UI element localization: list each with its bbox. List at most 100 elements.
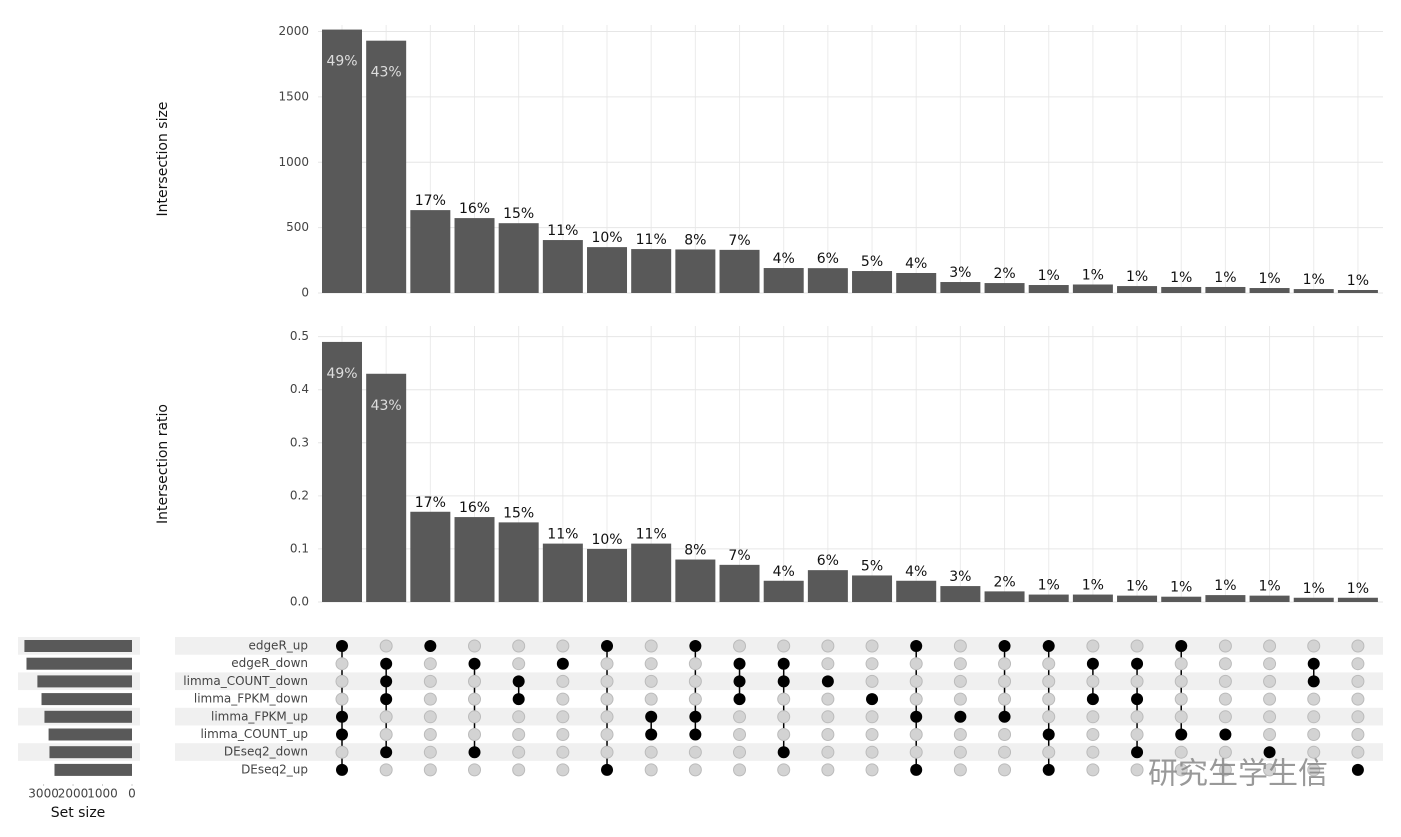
dot — [777, 728, 791, 741]
dot — [910, 710, 923, 723]
value-label: 10% — [591, 532, 622, 548]
dot — [468, 674, 482, 688]
value-label: 6% — [817, 553, 839, 569]
dot — [1174, 763, 1188, 777]
dot — [865, 674, 879, 688]
bar — [631, 543, 672, 602]
dot — [1263, 674, 1277, 688]
set-size-bar — [48, 728, 132, 741]
value-label: 4% — [773, 251, 795, 267]
bar — [675, 249, 716, 293]
set-size-bar — [26, 657, 133, 670]
y-tick-label: 0.5 — [290, 329, 309, 343]
dot — [512, 639, 526, 653]
dot — [380, 675, 393, 688]
dot — [1307, 639, 1321, 653]
dot — [336, 728, 348, 741]
bar — [1117, 595, 1158, 602]
dot — [688, 763, 702, 777]
set-label: limma_FPKM_up — [211, 709, 308, 723]
value-label: 11% — [547, 527, 578, 543]
bar — [984, 283, 1025, 293]
bar — [454, 517, 495, 602]
value-label: 8% — [684, 543, 706, 559]
dot — [1218, 657, 1232, 671]
bar — [852, 271, 893, 293]
dot — [865, 639, 879, 653]
dot — [468, 728, 482, 741]
dot — [865, 710, 879, 724]
dot — [1218, 639, 1232, 653]
dot — [998, 763, 1012, 777]
set-label: edgeR_down — [231, 656, 308, 670]
dot — [1086, 639, 1100, 653]
set-size-bar — [41, 693, 132, 706]
bar — [896, 272, 937, 293]
dot — [423, 657, 437, 671]
dot — [688, 674, 702, 688]
dot — [777, 710, 791, 724]
dot — [1131, 657, 1144, 670]
value-label: 11% — [636, 232, 667, 248]
dot — [335, 657, 349, 671]
dot — [556, 657, 569, 670]
dot — [733, 728, 747, 741]
bar — [1205, 286, 1246, 293]
dot — [688, 692, 702, 706]
dot — [1130, 674, 1144, 688]
dot — [777, 675, 790, 688]
bar — [366, 40, 407, 293]
value-label: 15% — [503, 206, 534, 222]
value-label: 49% — [326, 54, 357, 70]
dot — [865, 657, 879, 671]
dot — [468, 763, 482, 777]
bar — [322, 29, 362, 293]
dot — [556, 728, 570, 741]
bar — [1205, 595, 1246, 602]
value-label: 1% — [1347, 273, 1369, 289]
bar — [984, 591, 1025, 602]
dot — [1130, 710, 1144, 724]
value-label: 4% — [773, 564, 795, 580]
dot — [1042, 674, 1056, 688]
dot — [777, 657, 790, 670]
value-label: 2% — [993, 266, 1015, 282]
value-label: 1% — [1038, 578, 1060, 594]
y-tick-label: 0.4 — [290, 382, 309, 396]
dot — [600, 728, 614, 741]
value-label: 43% — [371, 398, 402, 414]
set-label: DEseq2_up — [241, 762, 308, 776]
dot — [423, 674, 437, 688]
dot — [821, 710, 835, 724]
dot — [1130, 639, 1144, 653]
y-axis-title: Intersection ratio — [155, 404, 171, 524]
dot — [600, 692, 614, 706]
y-tick-label: 500 — [286, 220, 309, 234]
bar — [1117, 286, 1158, 293]
dot — [336, 710, 348, 723]
dot — [1218, 692, 1232, 706]
value-label: 1% — [1258, 271, 1280, 287]
dot — [380, 657, 393, 670]
dot — [424, 640, 437, 652]
dot — [1307, 728, 1321, 741]
value-label: 7% — [728, 548, 750, 564]
value-label: 1% — [1214, 270, 1236, 286]
dot — [865, 728, 879, 741]
dot — [689, 728, 702, 741]
dot — [909, 728, 923, 741]
dot — [1351, 728, 1365, 741]
dot — [1218, 710, 1232, 724]
dot — [909, 674, 923, 688]
dot — [1307, 763, 1321, 777]
bar — [852, 575, 893, 602]
bar — [587, 247, 628, 293]
dot — [689, 640, 702, 652]
dot — [1042, 728, 1055, 741]
value-label: 1% — [1214, 578, 1236, 594]
dot — [556, 692, 570, 706]
dot — [821, 639, 835, 653]
dot — [909, 692, 923, 706]
watermark: 研究生学生信 — [1148, 757, 1328, 792]
